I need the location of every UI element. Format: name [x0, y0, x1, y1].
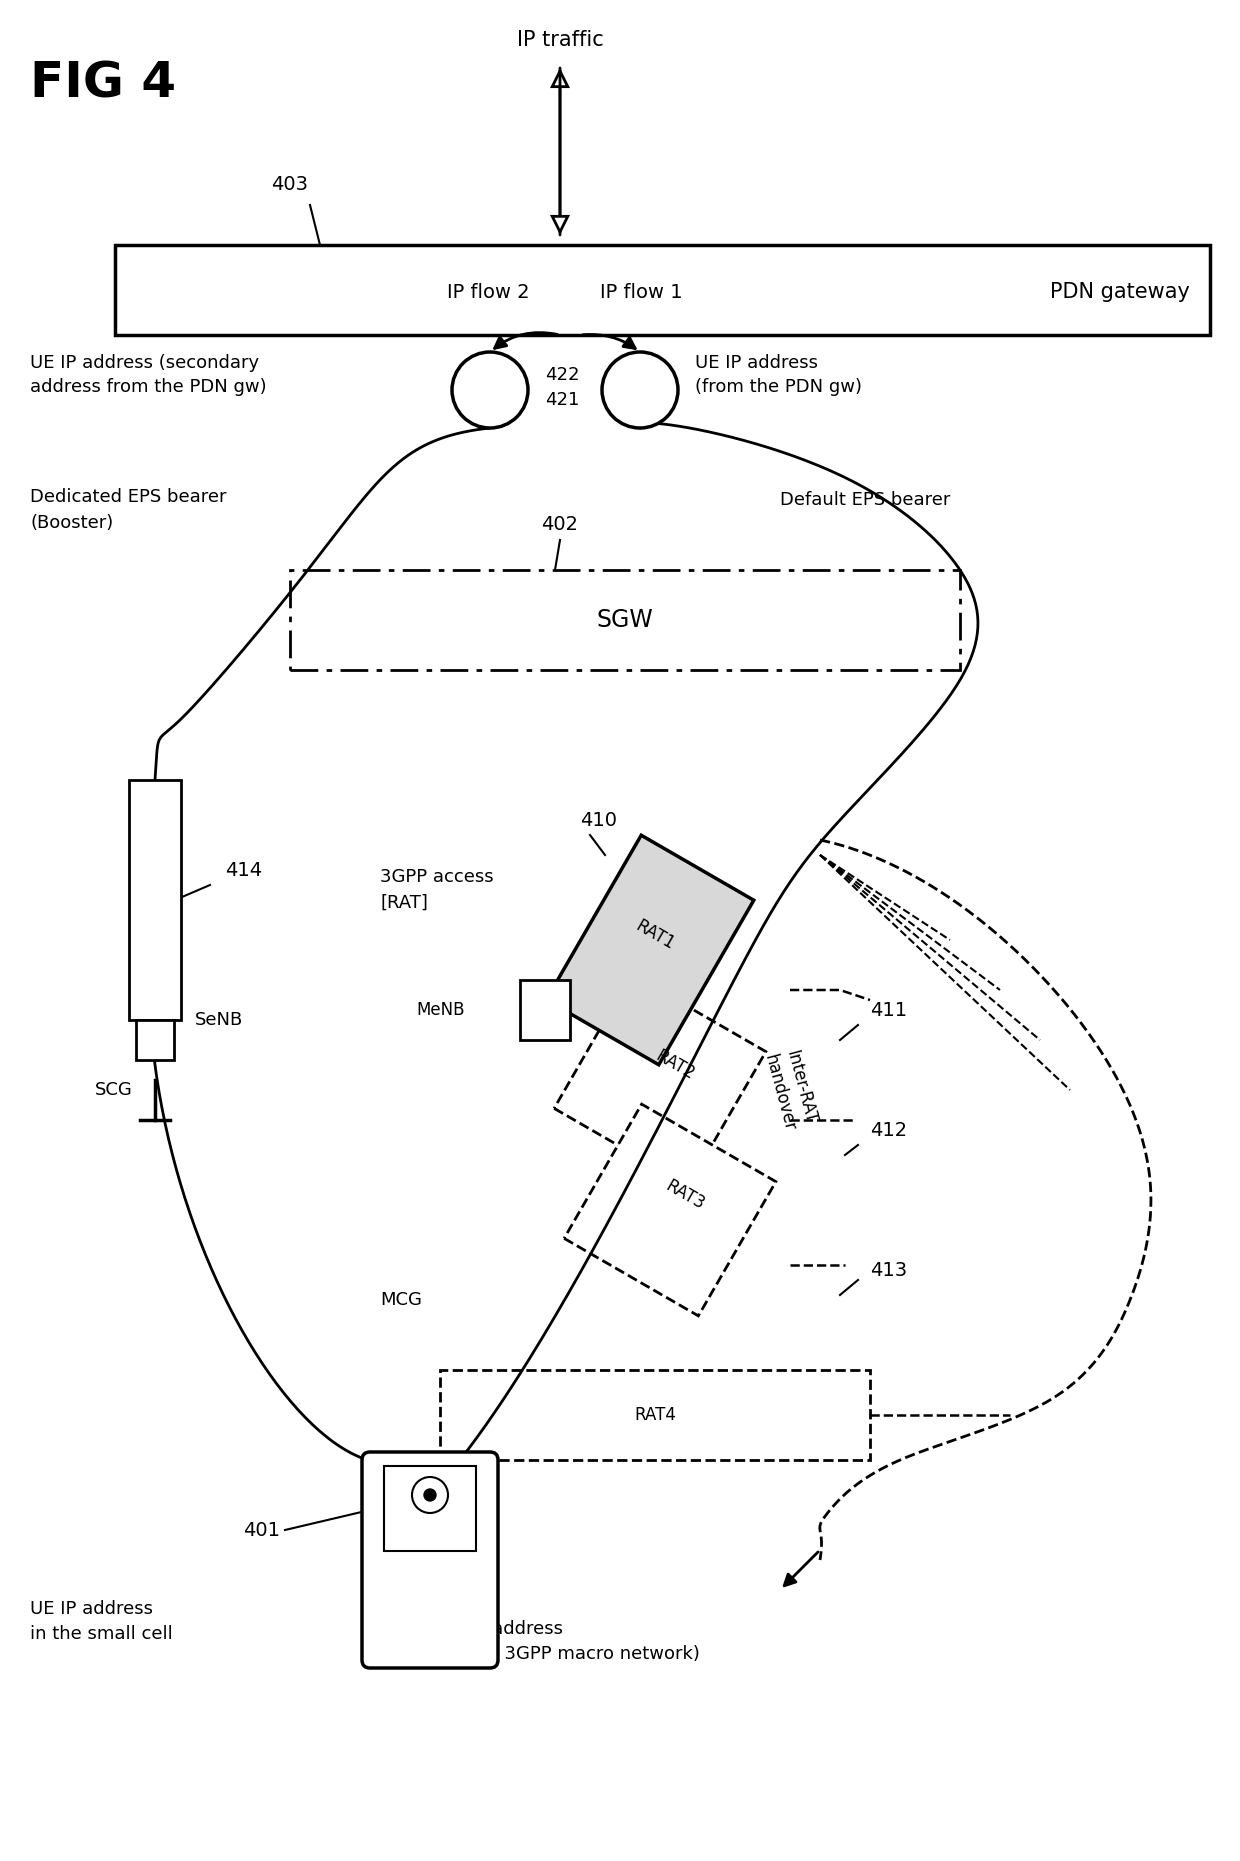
- Text: UE IP address
(from the PDN gw): UE IP address (from the PDN gw): [694, 354, 862, 396]
- Text: SCG: SCG: [95, 1081, 133, 1100]
- Text: 411: 411: [870, 1001, 908, 1020]
- Text: SeNB: SeNB: [195, 1011, 243, 1029]
- Text: SGW: SGW: [596, 609, 653, 633]
- Text: PDN gateway: PDN gateway: [1050, 283, 1190, 301]
- FancyBboxPatch shape: [129, 780, 181, 1020]
- FancyBboxPatch shape: [362, 1452, 498, 1667]
- Circle shape: [424, 1489, 436, 1502]
- FancyBboxPatch shape: [520, 981, 570, 1040]
- Text: 413: 413: [870, 1260, 908, 1280]
- Text: RAT4: RAT4: [634, 1407, 676, 1424]
- Circle shape: [453, 352, 528, 428]
- Text: UE IP address
(in the 3GPP macro network): UE IP address (in the 3GPP macro network…: [440, 1619, 699, 1664]
- FancyBboxPatch shape: [554, 973, 766, 1185]
- FancyBboxPatch shape: [384, 1466, 476, 1550]
- Text: MeNB: MeNB: [417, 1001, 465, 1020]
- Text: 414: 414: [224, 860, 262, 880]
- Text: 403: 403: [272, 175, 309, 195]
- Text: RAT2: RAT2: [652, 1046, 698, 1083]
- Text: RAT3: RAT3: [662, 1176, 708, 1213]
- Text: IP traffic: IP traffic: [517, 30, 604, 50]
- Text: 410: 410: [580, 811, 618, 830]
- Text: UE IP address
in the small cell: UE IP address in the small cell: [30, 1600, 172, 1643]
- Text: Inter-RAT
handover: Inter-RAT handover: [760, 1046, 820, 1133]
- FancyBboxPatch shape: [115, 246, 1210, 335]
- Text: 401: 401: [243, 1520, 280, 1539]
- Text: RAT1: RAT1: [632, 917, 678, 953]
- Circle shape: [412, 1478, 448, 1513]
- FancyBboxPatch shape: [546, 836, 754, 1064]
- Text: Dedicated EPS bearer
(Booster): Dedicated EPS bearer (Booster): [30, 488, 227, 532]
- FancyBboxPatch shape: [564, 1104, 776, 1316]
- Text: IP flow 1: IP flow 1: [600, 283, 683, 301]
- Text: MCG: MCG: [379, 1292, 422, 1308]
- FancyArrowPatch shape: [552, 71, 568, 234]
- FancyBboxPatch shape: [136, 1020, 174, 1061]
- FancyArrowPatch shape: [552, 69, 568, 233]
- Text: 412: 412: [870, 1120, 908, 1139]
- FancyBboxPatch shape: [440, 1370, 870, 1461]
- Text: 421: 421: [546, 391, 579, 409]
- FancyBboxPatch shape: [290, 569, 960, 670]
- Text: 422: 422: [546, 367, 579, 383]
- Text: IP flow 2: IP flow 2: [448, 283, 529, 301]
- Text: 402: 402: [542, 515, 579, 534]
- Circle shape: [601, 352, 678, 428]
- Text: 3GPP access
[RAT]: 3GPP access [RAT]: [379, 869, 494, 912]
- Text: UE IP address (secondary
address from the PDN gw): UE IP address (secondary address from th…: [30, 354, 267, 396]
- Text: FIG 4: FIG 4: [30, 60, 176, 108]
- Text: Default EPS bearer: Default EPS bearer: [780, 491, 950, 510]
